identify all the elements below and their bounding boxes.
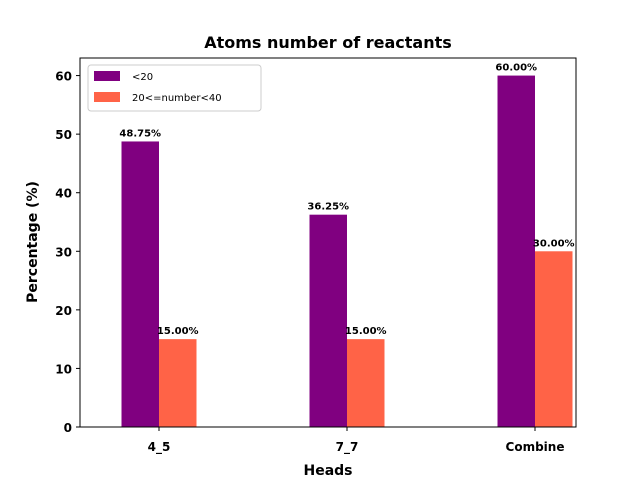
data-label: 36.25% <box>307 202 349 213</box>
y-tick-label: 50 <box>55 128 72 142</box>
legend-swatch <box>94 71 120 81</box>
axes-frame <box>79 57 577 428</box>
legend: <20 20<=number<40 <box>87 64 262 112</box>
data-label: 30.00% <box>533 238 575 249</box>
bar-series2-4-5 <box>159 339 197 427</box>
bar-series1-4-5 <box>121 141 159 427</box>
legend-swatch <box>94 92 120 102</box>
x-axis-label: Heads <box>303 463 352 479</box>
bar-series2-7-7 <box>347 339 385 427</box>
legend-entry: <20 <box>132 72 153 83</box>
y-tick-label: 40 <box>55 187 72 201</box>
bar-series2-combine <box>535 251 573 427</box>
chart-title: Atoms number of reactants <box>204 33 452 52</box>
data-label: 48.75% <box>119 128 161 139</box>
x-tick-label: Combine <box>506 440 565 454</box>
bar-series1-combine <box>497 75 535 428</box>
y-tick-label: 30 <box>55 245 72 259</box>
data-label: 15.00% <box>157 326 199 337</box>
x-tick-label: 7_7 <box>336 440 359 455</box>
y-tick-label: 10 <box>55 362 72 376</box>
y-axis-label: Percentage (%) <box>25 181 41 303</box>
data-label: 60.00% <box>495 63 537 74</box>
legend-box <box>87 64 262 112</box>
data-label: 15.00% <box>345 326 387 337</box>
y-tick-label: 0 <box>64 421 72 435</box>
y-tick-label: 20 <box>55 304 72 318</box>
bar-series1-7-7 <box>309 214 347 427</box>
y-tick-label: 60 <box>55 70 72 84</box>
plot-area: 48.75% 36.25% 60.00% 15.00% 15.00% 30.00% 0 10 2… <box>55 57 577 455</box>
x-tick-label: 4_5 <box>148 440 171 455</box>
legend-entry: 20<=number<40 <box>132 93 222 104</box>
